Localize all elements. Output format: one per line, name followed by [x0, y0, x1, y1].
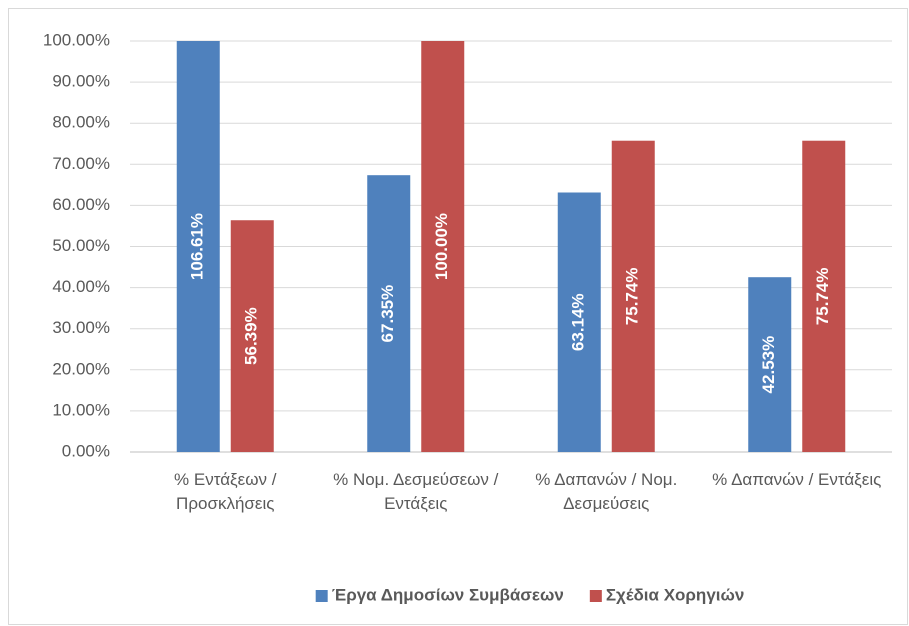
value-label: 42.53% [759, 336, 778, 394]
bar [421, 41, 465, 452]
value-label: 56.39% [242, 307, 261, 365]
value-label: 75.74% [813, 268, 832, 326]
x-tick-label: % Δαπανών / Νομ. Δεσμεύσεις [535, 470, 678, 513]
bar [367, 175, 411, 452]
value-label: 75.74% [623, 268, 642, 326]
y-tick-label: 40.00% [52, 277, 110, 296]
bar [748, 277, 792, 452]
y-tick-label: 70.00% [52, 154, 110, 173]
y-tick-label: 50.00% [52, 236, 110, 255]
y-tick-label: 80.00% [52, 113, 110, 132]
bar [611, 140, 655, 452]
bar [176, 41, 220, 453]
y-tick-label: 30.00% [52, 318, 110, 337]
legend-label: Σχέδια Χορηγιών [606, 585, 744, 604]
x-tick-label: % Εντάξεων / Προσκλήσεις [174, 470, 277, 513]
legend-swatch [589, 590, 602, 602]
y-tick-label: 10.00% [52, 400, 110, 419]
value-label: 67.35% [378, 285, 397, 343]
legend-label: Έργα Δημοσίων Συμβάσεων [332, 585, 564, 604]
bars [176, 41, 846, 453]
bar [802, 140, 846, 452]
value-label: 100.00% [432, 213, 451, 280]
y-tick-label: 90.00% [52, 72, 110, 91]
y-tick-label: 0.00% [62, 441, 110, 460]
y-tick-label: 100.00% [43, 30, 110, 49]
value-label: 106.61% [188, 213, 207, 280]
y-tick-label: 60.00% [52, 195, 110, 214]
value-label: 63.14% [569, 293, 588, 351]
bar [557, 192, 601, 452]
x-tick-label: % Νομ. Δεσμεύσεων / Εντάξεις [333, 470, 499, 513]
bar [230, 220, 274, 452]
legend-swatch [315, 590, 328, 602]
x-tick-label: % Δαπανών / Εντάξεις [712, 470, 882, 489]
y-tick-label: 20.00% [52, 359, 110, 378]
